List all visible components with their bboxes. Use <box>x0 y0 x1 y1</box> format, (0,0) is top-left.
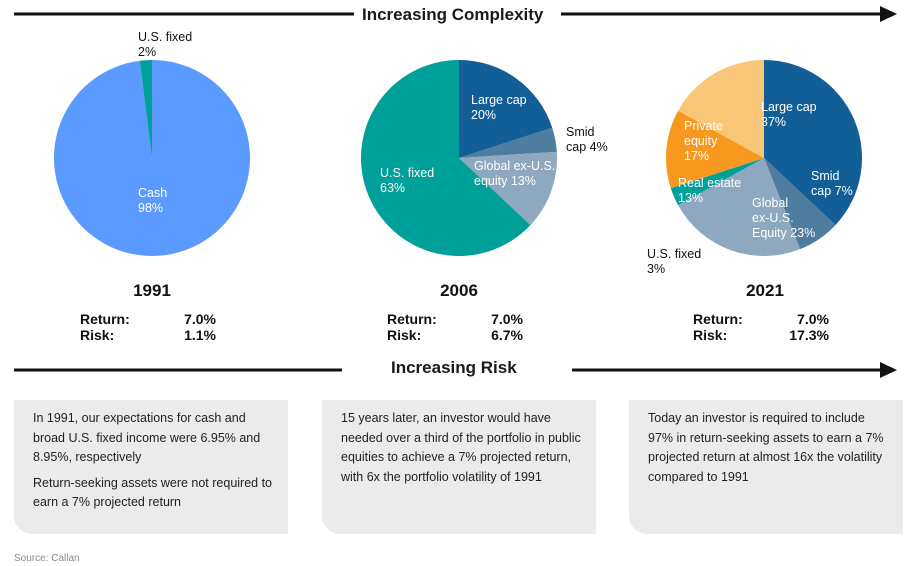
label-2021-global-line3: Equity 23% <box>752 226 815 240</box>
risk-label: Risk: <box>693 327 728 343</box>
bottom-banner-title: Increasing Risk <box>391 358 517 377</box>
note-2006-p1: 15 years later, an investor would have n… <box>341 411 581 484</box>
note-box-1991: In 1991, our expectations for cash and b… <box>14 400 288 534</box>
label-2021-fixed-pct: 3% <box>647 262 665 276</box>
label-2021-smid-line2: cap 7% <box>811 184 853 198</box>
label-2006-smid-line2: cap 4% <box>566 140 608 154</box>
label-2021-fixed-name: U.S. fixed <box>647 247 701 261</box>
pie-slice-1991-cash <box>53 60 250 256</box>
label-2021-global-line2: ex-U.S. <box>752 211 794 225</box>
label-1991-fixed-name: U.S. fixed <box>138 30 192 44</box>
pie-slice-2006-smid-cap <box>459 127 557 158</box>
note-1991-p2: Return-seeking assets were not required … <box>33 475 273 510</box>
note-2021-p1: Today an investor is required to include… <box>648 411 884 484</box>
label-1991-cash-name: Cash <box>138 186 167 200</box>
return-label: Return: <box>80 311 130 327</box>
label-1991-cash-pct: 98% <box>138 201 163 215</box>
return-label: Return: <box>387 311 437 327</box>
label-2021-private-line2: equity <box>684 134 718 148</box>
risk-value: 17.3% <box>789 327 829 343</box>
top-banner-lines <box>14 6 897 22</box>
risk-value: 1.1% <box>184 327 216 343</box>
label-2021-large-name: Large cap <box>761 100 817 114</box>
year-2006: 2006 <box>440 281 478 300</box>
label-2006-global-line2: equity 13% <box>474 174 536 188</box>
label-2006-fixed-pct: 63% <box>380 181 405 195</box>
pie-slice-2021-large-cap <box>764 60 863 226</box>
note-1991-p1: In 1991, our expectations for cash and b… <box>33 411 261 464</box>
source-note: Source: Callan <box>14 553 80 564</box>
pie-2021 <box>666 60 863 257</box>
right-arrow-icon <box>880 6 897 22</box>
pie-2006 <box>361 60 558 256</box>
pie-slice-2021-real-estate <box>666 110 764 189</box>
label-2021-private-pct: 17% <box>684 149 709 163</box>
pie-charts: Cash 98% U.S. fixed 2% Large cap 20% Smi… <box>53 30 863 276</box>
risk-label: Risk: <box>80 327 115 343</box>
risk-label: Risk: <box>387 327 422 343</box>
year-1991: 1991 <box>133 281 171 300</box>
return-value: 7.0% <box>184 311 216 327</box>
label-2006-fixed-name: U.S. fixed <box>380 166 434 180</box>
pie-slice-2006-large-cap <box>459 60 553 158</box>
label-2021-large-pct: 37% <box>761 115 786 129</box>
stats-1991: Return: 7.0% Risk: 1.1% <box>80 311 216 343</box>
bottom-banner-lines <box>14 362 897 378</box>
top-banner-title: Increasing Complexity <box>362 5 544 24</box>
label-2021-smid-line1: Smid <box>811 169 840 183</box>
pie-slice-2006-u-s-fixed <box>361 60 531 256</box>
return-value: 7.0% <box>491 311 523 327</box>
label-2021-real-name: Real estate <box>678 176 741 190</box>
pie-slice-2021-smid-cap <box>764 158 836 250</box>
label-2006-global-line1: Global ex-U.S. <box>474 159 555 173</box>
pie-slice-2006-global-ex-u-s-equity <box>459 151 558 226</box>
return-label: Return: <box>693 311 743 327</box>
pie-slice-2021-global-ex-u-s-equity <box>678 158 801 257</box>
label-2021-private-line1: Private <box>684 119 723 133</box>
pie-slice-2021-u-s-fixed <box>670 158 764 206</box>
note-box-2021: Today an investor is required to include… <box>629 400 903 534</box>
right-arrow-icon <box>880 362 897 378</box>
pie-1991 <box>53 60 250 256</box>
label-2021-real-pct: 13% <box>678 191 703 205</box>
note-box-2006: 15 years later, an investor would have n… <box>322 400 596 534</box>
label-2021-global-line1: Global <box>752 196 788 210</box>
pie-slice-1991-u-s-fixed <box>139 60 152 158</box>
stats-2021: Return: 7.0% Risk: 17.3% <box>693 311 829 343</box>
year-2021: 2021 <box>746 281 784 300</box>
pie-slice-2021-private-equity <box>678 60 764 158</box>
label-2006-large-name: Large cap <box>471 93 527 107</box>
return-value: 7.0% <box>797 311 829 327</box>
risk-value: 6.7% <box>491 327 523 343</box>
label-1991-fixed-pct: 2% <box>138 45 156 59</box>
label-2006-large-pct: 20% <box>471 108 496 122</box>
stats-2006: Return: 7.0% Risk: 6.7% <box>387 311 523 343</box>
label-2006-smid-line1: Smid <box>566 125 595 139</box>
